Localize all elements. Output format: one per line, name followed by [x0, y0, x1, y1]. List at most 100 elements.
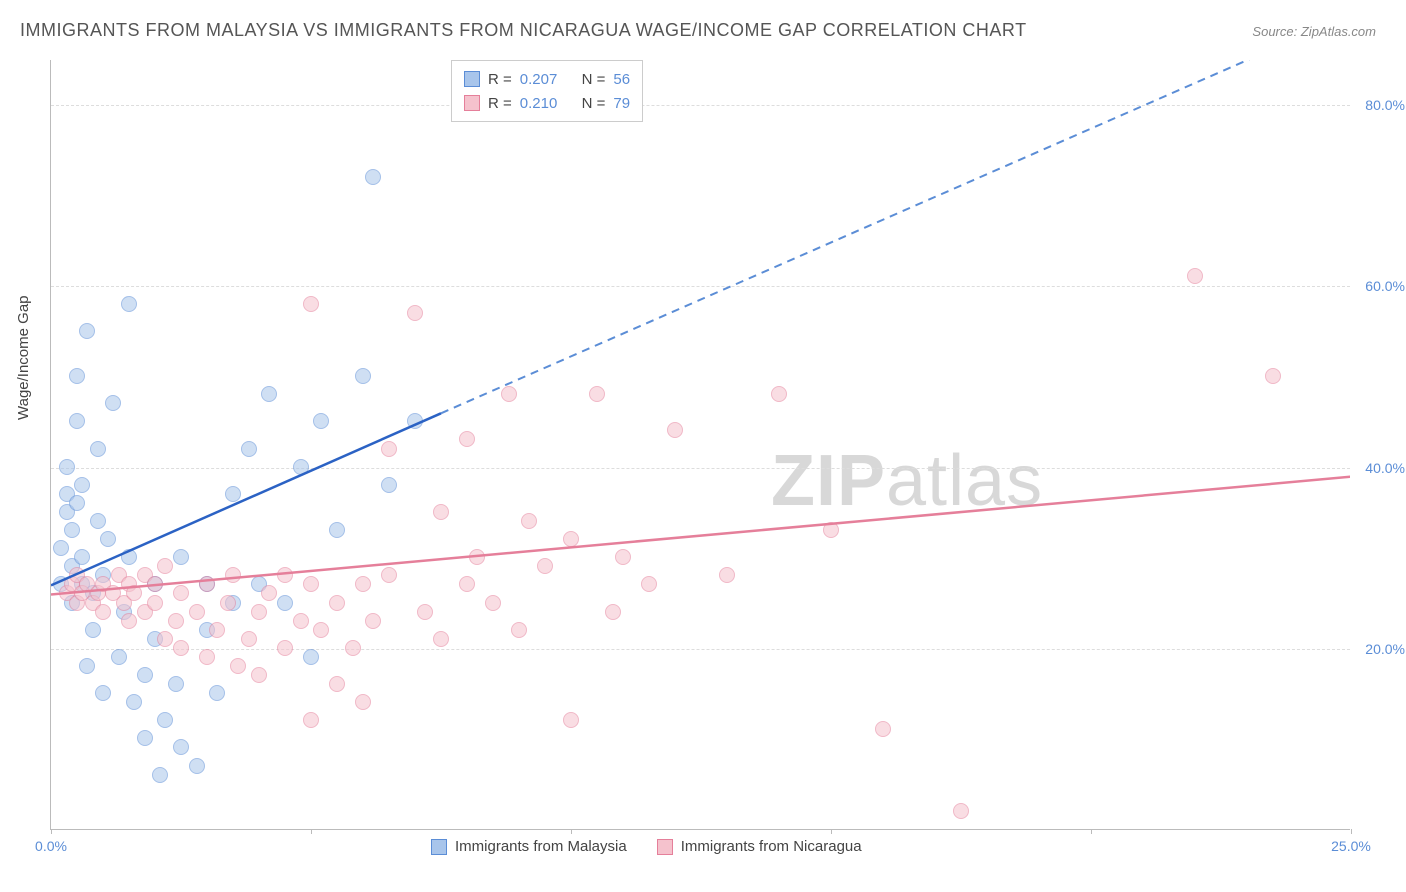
- scatter-point: [261, 386, 277, 402]
- grid-line-h: [51, 105, 1350, 106]
- scatter-point: [79, 658, 95, 674]
- ytick-label: 60.0%: [1365, 278, 1405, 294]
- scatter-point: [69, 413, 85, 429]
- legend-item-malaysia: Immigrants from Malaysia: [431, 838, 627, 855]
- scatter-point: [64, 522, 80, 538]
- legend-label-malaysia: Immigrants from Malaysia: [455, 838, 627, 855]
- xtick-mark: [1091, 829, 1092, 834]
- grid-line-h: [51, 468, 1350, 469]
- scatter-point: [157, 712, 173, 728]
- scatter-point: [667, 422, 683, 438]
- scatter-point: [511, 622, 527, 638]
- scatter-point: [381, 441, 397, 457]
- scatter-point: [329, 522, 345, 538]
- scatter-point: [90, 513, 106, 529]
- grid-line-h: [51, 286, 1350, 287]
- scatter-point: [241, 441, 257, 457]
- scatter-point: [111, 649, 127, 665]
- scatter-point: [1265, 368, 1281, 384]
- xtick-mark: [1351, 829, 1352, 834]
- r-label: R =: [488, 71, 512, 88]
- scatter-point: [121, 549, 137, 565]
- scatter-point: [355, 576, 371, 592]
- scatter-point: [251, 667, 267, 683]
- scatter-point: [459, 576, 475, 592]
- scatter-point: [537, 558, 553, 574]
- legend-label-nicaragua: Immigrants from Nicaragua: [681, 838, 862, 855]
- scatter-point: [173, 739, 189, 755]
- scatter-point: [69, 495, 85, 511]
- scatter-point: [953, 803, 969, 819]
- scatter-point: [230, 658, 246, 674]
- scatter-point: [157, 558, 173, 574]
- scatter-point: [469, 549, 485, 565]
- scatter-point: [293, 459, 309, 475]
- scatter-point: [459, 431, 475, 447]
- legend-item-nicaragua: Immigrants from Nicaragua: [657, 838, 862, 855]
- xtick-label: 25.0%: [1331, 838, 1371, 854]
- chart-plot-area: ZIPatlas 20.0%40.0%60.0%80.0%0.0%25.0% R…: [50, 60, 1350, 830]
- xtick-mark: [571, 829, 572, 834]
- scatter-point: [173, 549, 189, 565]
- scatter-point: [329, 595, 345, 611]
- scatter-point: [563, 712, 579, 728]
- scatter-point: [303, 649, 319, 665]
- scatter-point: [147, 576, 163, 592]
- scatter-point: [605, 604, 621, 620]
- scatter-point: [303, 712, 319, 728]
- watermark-light: atlas: [886, 441, 1043, 521]
- scatter-point: [105, 395, 121, 411]
- trend-line-solid: [51, 477, 1350, 595]
- scatter-point: [126, 694, 142, 710]
- scatter-point: [293, 613, 309, 629]
- correlation-legend: R = 0.207 N = 56 R = 0.210 N = 79: [451, 60, 643, 122]
- legend-swatch-icon: [657, 839, 673, 855]
- scatter-point: [173, 585, 189, 601]
- scatter-point: [225, 486, 241, 502]
- scatter-point: [74, 477, 90, 493]
- scatter-point: [417, 604, 433, 620]
- scatter-point: [407, 305, 423, 321]
- scatter-point: [137, 730, 153, 746]
- scatter-point: [100, 531, 116, 547]
- scatter-point: [381, 477, 397, 493]
- scatter-point: [95, 604, 111, 620]
- scatter-point: [95, 685, 111, 701]
- xtick-mark: [51, 829, 52, 834]
- scatter-point: [303, 576, 319, 592]
- scatter-point: [209, 622, 225, 638]
- scatter-point: [433, 631, 449, 647]
- scatter-point: [771, 386, 787, 402]
- ytick-label: 40.0%: [1365, 460, 1405, 476]
- scatter-point: [90, 441, 106, 457]
- scatter-point: [589, 386, 605, 402]
- source-attribution: Source: ZipAtlas.com: [1252, 24, 1376, 39]
- n-label: N =: [582, 71, 606, 88]
- scatter-point: [199, 649, 215, 665]
- scatter-point: [303, 296, 319, 312]
- scatter-point: [209, 685, 225, 701]
- source-value: ZipAtlas.com: [1301, 24, 1376, 39]
- scatter-point: [168, 613, 184, 629]
- scatter-point: [277, 640, 293, 656]
- scatter-point: [381, 567, 397, 583]
- scatter-point: [433, 504, 449, 520]
- scatter-point: [147, 595, 163, 611]
- scatter-point: [823, 522, 839, 538]
- scatter-point: [355, 368, 371, 384]
- ytick-label: 20.0%: [1365, 641, 1405, 657]
- scatter-point: [521, 513, 537, 529]
- scatter-point: [225, 567, 241, 583]
- xtick-mark: [311, 829, 312, 834]
- n-value-nicaragua: 79: [613, 95, 630, 112]
- scatter-point: [641, 576, 657, 592]
- series-legend: Immigrants from Malaysia Immigrants from…: [431, 838, 862, 855]
- scatter-point: [365, 169, 381, 185]
- scatter-point: [59, 459, 75, 475]
- scatter-point: [53, 540, 69, 556]
- scatter-point: [189, 604, 205, 620]
- scatter-point: [157, 631, 173, 647]
- scatter-point: [79, 323, 95, 339]
- scatter-point: [365, 613, 381, 629]
- xtick-label: 0.0%: [35, 838, 67, 854]
